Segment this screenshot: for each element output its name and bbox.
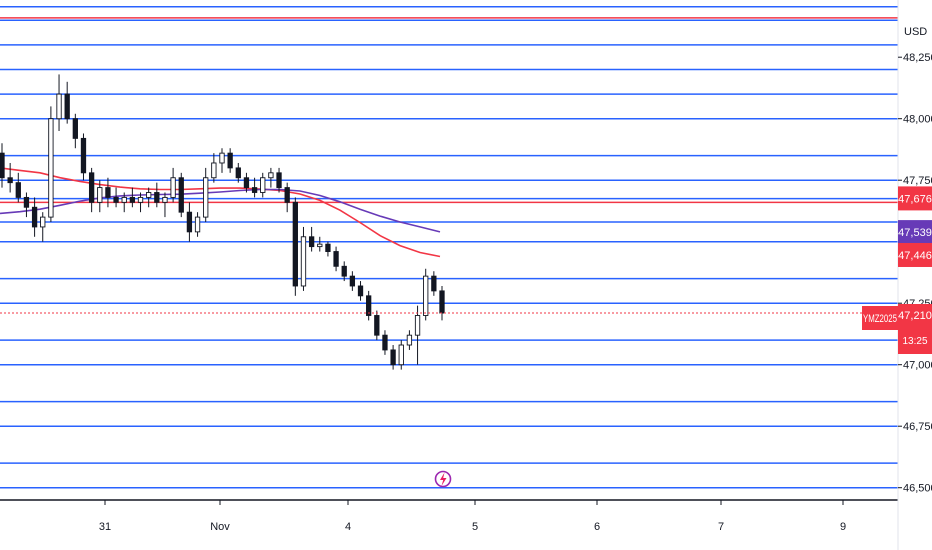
price-tick-label: 47,750 bbox=[903, 175, 932, 187]
symbol-tag-bg bbox=[862, 306, 898, 330]
price-tick-label: 48,000 bbox=[903, 114, 932, 126]
time-tick-label: 31 bbox=[99, 521, 111, 533]
candle-body bbox=[186, 211, 193, 233]
candle-body bbox=[357, 285, 364, 297]
time-tick-label: 7 bbox=[718, 521, 724, 533]
candle-body bbox=[15, 182, 21, 198]
candle-body bbox=[243, 177, 250, 189]
candle-body bbox=[97, 187, 103, 203]
countdown-label: 13:25 bbox=[902, 336, 927, 347]
price-tag-label: 47,539 bbox=[898, 227, 932, 239]
symbol-tag[interactable]: YMZ2025 bbox=[862, 306, 898, 330]
candle-body bbox=[366, 295, 372, 316]
candle-body bbox=[423, 275, 429, 316]
candle-body bbox=[203, 177, 209, 218]
candle-body bbox=[308, 236, 315, 248]
price-tag-label: 47,446 bbox=[898, 250, 932, 262]
last-price-tag: 47,210 13:25 bbox=[898, 304, 932, 354]
candle-body bbox=[40, 216, 46, 228]
candle-body bbox=[23, 196, 30, 208]
time-tick-label: Nov bbox=[210, 521, 230, 533]
candle-body bbox=[154, 192, 160, 203]
candle-body bbox=[227, 152, 233, 169]
moving-average-line bbox=[0, 188, 441, 233]
candle-body bbox=[260, 177, 266, 193]
lightning-icon[interactable] bbox=[434, 470, 452, 488]
candle-body bbox=[251, 187, 258, 193]
currency-label[interactable]: USD bbox=[904, 26, 927, 38]
candle-body bbox=[390, 349, 396, 366]
candle-body bbox=[48, 118, 54, 218]
candle-body bbox=[284, 187, 290, 203]
candle-body bbox=[178, 177, 184, 213]
candle-body bbox=[333, 251, 339, 267]
candle-body bbox=[325, 243, 331, 252]
candle-body bbox=[162, 196, 168, 203]
symbol-label: YMZ2025 bbox=[863, 313, 897, 325]
price-tag-label: 47,676 bbox=[898, 193, 932, 205]
price-tag-bg bbox=[898, 186, 932, 211]
price-tags: 47,676 47,539 47,446 bbox=[898, 186, 932, 267]
candle-body bbox=[88, 172, 95, 203]
price-tag-bg bbox=[898, 242, 932, 267]
candle-body bbox=[382, 334, 388, 351]
candle-body bbox=[129, 196, 136, 203]
candle-body bbox=[349, 275, 356, 287]
candles bbox=[0, 74, 445, 370]
price-tick-label: 47,000 bbox=[903, 360, 932, 372]
candle-body bbox=[211, 162, 217, 179]
candle-body bbox=[194, 216, 201, 233]
time-tick-label: 5 bbox=[472, 521, 478, 533]
candle-body bbox=[105, 187, 111, 198]
candle-body bbox=[0, 152, 5, 179]
moving-averages bbox=[0, 167, 441, 258]
last-price-tag-bg bbox=[898, 304, 932, 354]
candle-body bbox=[235, 167, 241, 179]
candle-body bbox=[170, 177, 176, 198]
candle-body bbox=[398, 344, 404, 366]
time-tick-label: 4 bbox=[345, 521, 351, 533]
price-tick-label: 46,500 bbox=[903, 483, 932, 495]
candle-body bbox=[341, 265, 347, 277]
candle-body bbox=[80, 137, 87, 174]
time-axis[interactable]: 31 Nov 4 5 6 7 9 bbox=[99, 500, 846, 533]
candle-body bbox=[276, 172, 282, 189]
candle-body bbox=[374, 315, 380, 336]
candle-body bbox=[64, 93, 70, 120]
price-tick-label: 46,750 bbox=[903, 421, 932, 433]
candle-body bbox=[414, 315, 421, 336]
time-tick-label: 6 bbox=[594, 521, 600, 533]
candle-body bbox=[31, 206, 38, 228]
candle-body bbox=[7, 177, 13, 184]
candle-body bbox=[56, 93, 62, 120]
candle-body bbox=[219, 152, 225, 164]
candle-body bbox=[121, 196, 127, 203]
horizontal-levels bbox=[0, 6, 898, 489]
candle-body bbox=[431, 275, 437, 292]
last-price-label: 47,210 bbox=[898, 310, 932, 322]
candle-body bbox=[113, 196, 119, 203]
candle-body bbox=[292, 201, 298, 287]
price-tag-bg bbox=[898, 220, 932, 245]
candle-body bbox=[146, 192, 152, 198]
moving-average-line bbox=[0, 167, 441, 258]
candle-body bbox=[268, 172, 274, 179]
candle-body bbox=[317, 243, 323, 248]
candle-body bbox=[406, 334, 413, 346]
candle-body bbox=[439, 290, 445, 314]
candle-body bbox=[300, 236, 307, 287]
price-tick-label: 48,250 bbox=[903, 52, 932, 64]
candle-body bbox=[72, 118, 78, 139]
time-tick-label: 9 bbox=[840, 521, 846, 533]
candle-body bbox=[137, 196, 144, 203]
